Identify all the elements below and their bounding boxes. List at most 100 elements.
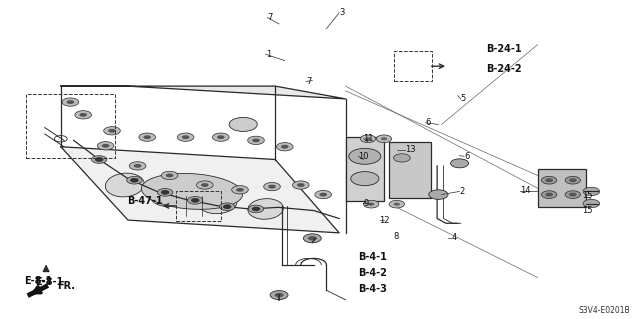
Circle shape [229,117,257,131]
Text: B-47-1: B-47-1 [127,196,163,206]
Circle shape [157,189,173,196]
Circle shape [394,154,410,162]
Bar [394,51,432,81]
Circle shape [297,183,305,187]
Circle shape [569,193,577,197]
Bar [538,169,586,207]
Circle shape [236,188,244,192]
Circle shape [315,190,332,199]
Text: 11: 11 [364,134,374,143]
Circle shape [220,203,235,211]
Text: B-4-2: B-4-2 [358,268,387,278]
Circle shape [429,190,448,199]
Circle shape [104,127,120,135]
Circle shape [360,135,376,143]
Circle shape [451,159,468,168]
Circle shape [389,200,404,208]
Text: 9: 9 [364,199,369,208]
Circle shape [248,136,264,145]
Circle shape [232,186,248,194]
Circle shape [308,236,317,241]
Circle shape [268,185,276,189]
Ellipse shape [198,191,237,214]
Circle shape [364,200,379,208]
Circle shape [177,133,194,141]
Circle shape [62,98,79,106]
Text: FR.: FR. [58,281,76,292]
Polygon shape [61,86,346,99]
Circle shape [212,133,229,141]
Text: 2: 2 [460,187,465,196]
Circle shape [188,197,203,204]
Circle shape [565,176,580,184]
Circle shape [270,291,288,300]
Text: 10: 10 [358,152,369,161]
Circle shape [545,193,553,197]
Circle shape [97,142,114,150]
Text: 8: 8 [394,232,399,241]
Circle shape [191,198,199,202]
Circle shape [349,148,381,164]
Circle shape [252,138,260,142]
Circle shape [182,135,189,139]
Circle shape [541,191,557,198]
Circle shape [252,207,260,211]
Circle shape [319,193,327,197]
Circle shape [276,143,293,151]
Circle shape [376,135,392,143]
Text: 7: 7 [306,77,311,86]
Circle shape [129,162,146,170]
Text: 14: 14 [520,186,531,195]
Circle shape [79,113,87,117]
Circle shape [264,182,280,191]
Circle shape [394,203,400,206]
Circle shape [127,176,142,184]
Text: 4: 4 [451,233,456,242]
Circle shape [161,190,169,194]
Circle shape [569,178,577,182]
Text: 15: 15 [582,206,593,215]
Circle shape [303,234,321,243]
Text: 13: 13 [405,145,416,154]
Circle shape [92,156,107,163]
Circle shape [75,111,92,119]
Polygon shape [61,147,339,233]
Circle shape [381,137,387,140]
Circle shape [139,133,156,141]
Circle shape [161,171,178,180]
Circle shape [365,137,371,140]
Circle shape [196,181,213,189]
Circle shape [67,100,74,104]
Circle shape [223,205,231,209]
Text: 7: 7 [268,13,273,22]
Text: 5: 5 [461,94,466,103]
Text: B-4-1: B-4-1 [358,252,387,262]
Circle shape [545,178,553,182]
Ellipse shape [106,173,144,197]
Ellipse shape [248,199,284,219]
Text: 12: 12 [380,216,390,225]
Text: 6: 6 [464,152,469,161]
Ellipse shape [150,183,189,206]
Text: B-24-2: B-24-2 [486,63,522,74]
Text: E-8-1: E-8-1 [24,276,52,286]
Text: B-4-3: B-4-3 [358,284,387,294]
Bar [176,191,221,221]
Text: B-24-1: B-24-1 [486,44,522,55]
Circle shape [292,181,309,189]
Bar [346,137,384,201]
Circle shape [368,203,374,206]
Text: 15: 15 [582,191,593,200]
Circle shape [281,145,289,149]
Circle shape [217,135,225,139]
Text: 3: 3 [339,8,344,17]
Text: 1: 1 [266,50,271,59]
Bar [26,94,115,158]
Circle shape [201,183,209,187]
Text: 6: 6 [426,118,431,127]
Circle shape [143,135,151,139]
Circle shape [134,164,141,168]
Circle shape [565,191,580,198]
Circle shape [248,205,264,213]
Circle shape [102,144,109,148]
